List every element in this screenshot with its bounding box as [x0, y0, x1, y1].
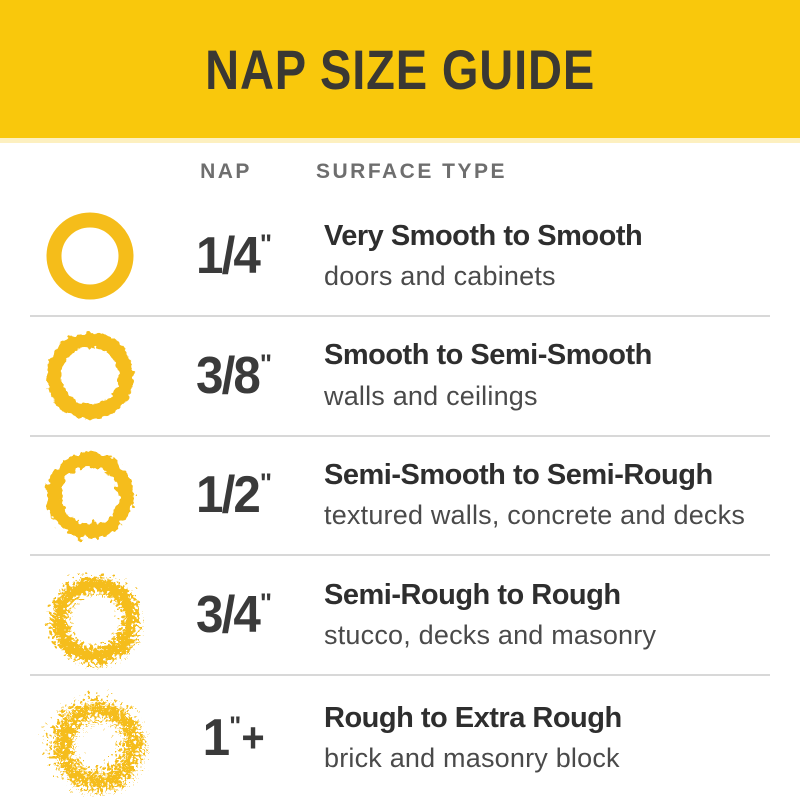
nap-size-value: 3/4" [195, 586, 273, 645]
surface-info: Rough to Extra Rough brick and masonry b… [318, 702, 770, 775]
table-row: 3/8" Smooth to Semi-Smooth walls and cei… [30, 317, 770, 437]
page-title: NAP SIZE GUIDE [205, 37, 595, 101]
surface-type-label: Rough to Extra Rough [324, 701, 622, 734]
table-row: 3/4" Semi-Rough to Rough stucco, decks a… [30, 556, 770, 677]
nap-table: NAP SURFACE TYPE 1/4" Very Smooth to Smo… [0, 143, 800, 800]
nap-size-value: 1/4" [195, 226, 273, 285]
surface-type-label: Smooth to Semi-Smooth [324, 339, 652, 372]
roller-ring-slightly-textured-icon [30, 320, 150, 432]
header-band: NAP SIZE GUIDE [0, 0, 800, 143]
inch-mark: " [259, 468, 273, 499]
roller-ring-very-smooth-icon [30, 200, 150, 312]
roller-ring-rough-icon [30, 559, 150, 671]
surface-examples-label: doors and cabinets [324, 260, 556, 291]
surface-type-label: Very Smooth to Smooth [324, 219, 643, 252]
column-header-row: NAP SURFACE TYPE [30, 147, 770, 197]
surface-type-label: Semi-Smooth to Semi-Rough [324, 459, 713, 492]
inch-mark: " [259, 348, 273, 379]
table-row: 1/2" Semi-Smooth to Semi-Rough textured … [30, 437, 770, 557]
surface-examples-label: brick and masonry block [324, 743, 620, 774]
surface-type-label: Semi-Rough to Rough [324, 578, 621, 611]
nap-size-value: 3/8" [195, 346, 273, 405]
column-header-nap: NAP [200, 160, 252, 183]
inch-mark: " [259, 228, 273, 259]
surface-info: Very Smooth to Smooth doors and cabinets [318, 220, 770, 293]
roller-ring-very-rough-icon [30, 679, 150, 797]
surface-info: Smooth to Semi-Smooth walls and ceilings [318, 339, 770, 412]
inch-mark: " [259, 588, 273, 619]
surface-examples-label: walls and ceilings [324, 380, 538, 411]
table-row: 1/4" Very Smooth to Smooth doors and cab… [30, 197, 770, 317]
column-header-surface: SURFACE TYPE [316, 160, 508, 183]
nap-size-value: 1/2" [195, 466, 273, 525]
surface-info: Semi-Rough to Rough stucco, decks and ma… [318, 579, 770, 652]
surface-info: Semi-Smooth to Semi-Rough textured walls… [318, 459, 770, 532]
surface-examples-label: textured walls, concrete and decks [324, 500, 746, 531]
roller-ring-textured-icon [30, 439, 150, 551]
table-row: 1"+ Rough to Extra Rough brick and mason… [30, 676, 770, 800]
surface-examples-label: stucco, decks and masonry [324, 620, 657, 651]
nap-size-value: 1"+ [202, 709, 265, 768]
inch-mark: " [229, 711, 242, 742]
